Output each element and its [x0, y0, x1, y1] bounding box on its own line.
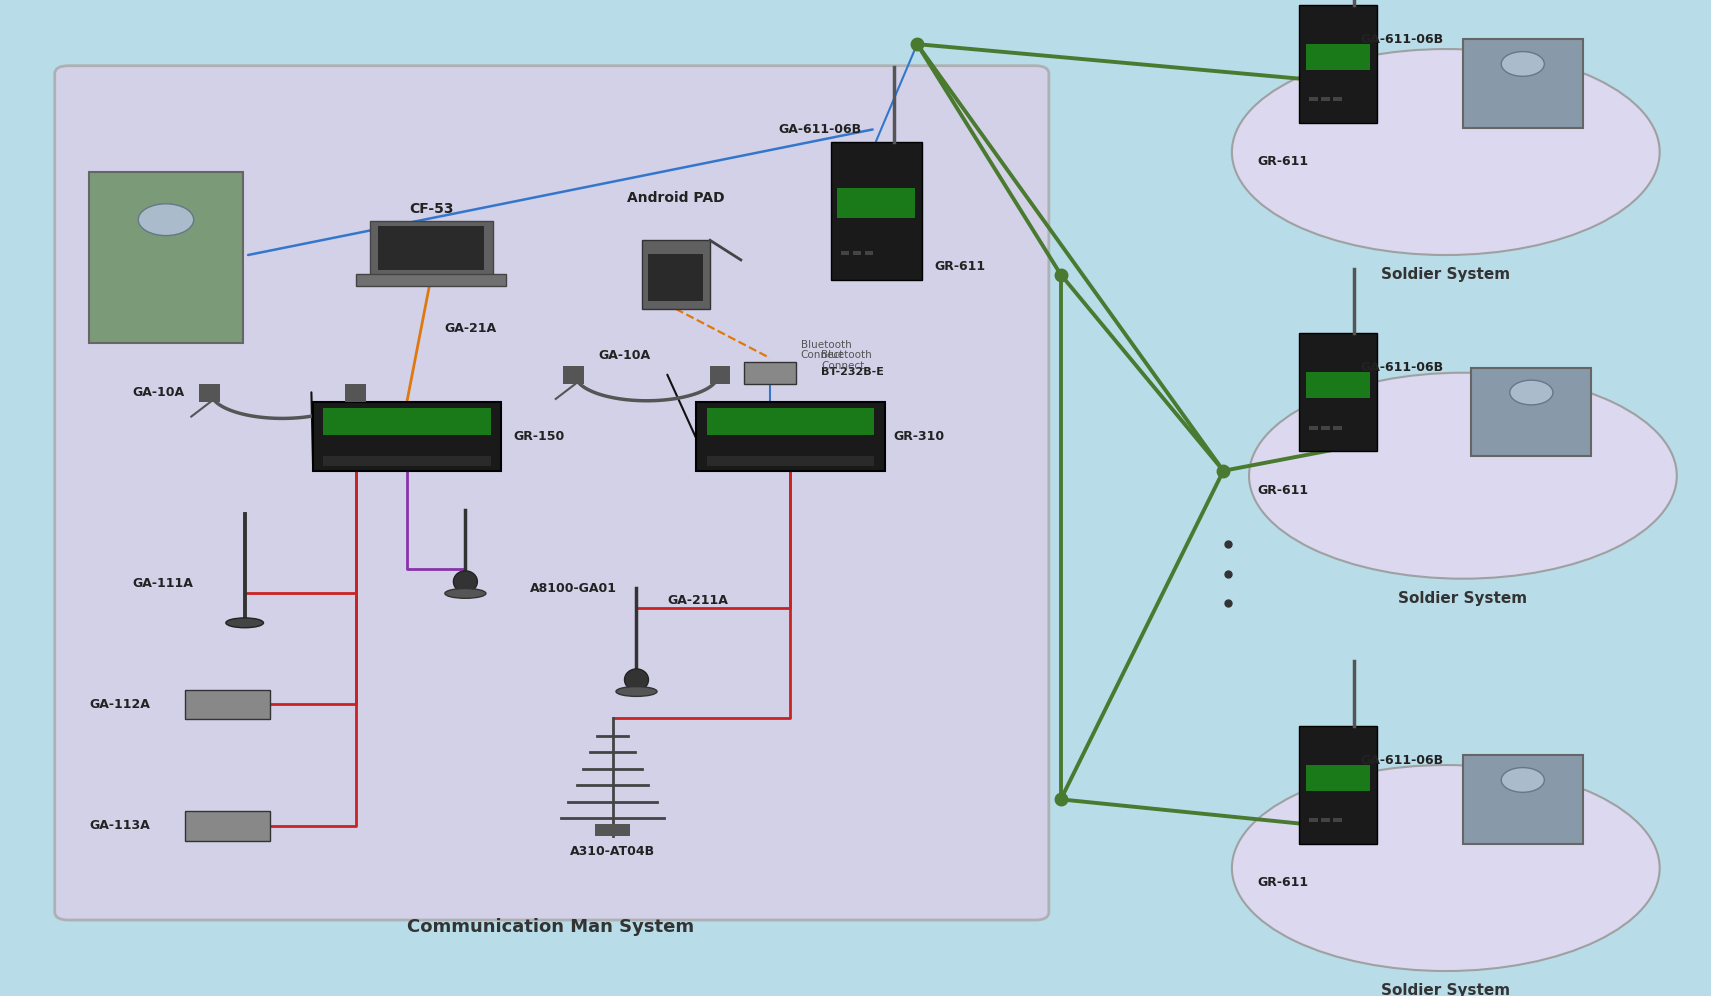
Bar: [707, 408, 874, 434]
Text: GR-310: GR-310: [893, 430, 944, 443]
Bar: [323, 456, 491, 466]
Ellipse shape: [1249, 373, 1677, 579]
Text: GA-21A: GA-21A: [445, 322, 496, 335]
Bar: [710, 367, 731, 384]
Bar: [313, 402, 501, 471]
Text: GA-10A: GA-10A: [133, 385, 185, 398]
Bar: [1305, 765, 1371, 791]
Text: GA-112A: GA-112A: [89, 698, 151, 711]
Ellipse shape: [625, 669, 648, 690]
Bar: [1305, 44, 1371, 70]
Ellipse shape: [226, 618, 263, 627]
Bar: [1333, 98, 1341, 102]
Text: Bluetooth: Bluetooth: [821, 350, 873, 361]
Text: GR-611: GR-611: [1258, 876, 1309, 889]
Bar: [370, 221, 493, 275]
Bar: [185, 811, 270, 841]
Text: BT-232B-E: BT-232B-E: [821, 367, 885, 376]
Text: GR-611: GR-611: [1258, 484, 1309, 497]
Bar: [852, 251, 861, 255]
Text: Communication Man System: Communication Man System: [407, 918, 695, 936]
Text: A310-AT04B: A310-AT04B: [570, 846, 655, 859]
Ellipse shape: [616, 686, 657, 696]
Ellipse shape: [445, 589, 486, 599]
Bar: [1309, 426, 1317, 430]
Bar: [1299, 726, 1377, 844]
Text: GA-611-06B: GA-611-06B: [1360, 754, 1444, 767]
Text: CF-53: CF-53: [409, 202, 453, 216]
Ellipse shape: [1232, 49, 1660, 255]
Bar: [378, 225, 484, 270]
Bar: [185, 689, 270, 719]
Circle shape: [1501, 52, 1545, 77]
Bar: [323, 408, 491, 434]
FancyBboxPatch shape: [55, 66, 1049, 920]
Bar: [837, 187, 915, 218]
Text: Soldier System: Soldier System: [1381, 983, 1511, 996]
Bar: [707, 456, 874, 466]
Text: GR-611: GR-611: [934, 260, 986, 273]
Circle shape: [1501, 768, 1545, 792]
Text: Soldier System: Soldier System: [1398, 591, 1528, 606]
Text: GA-611-06B: GA-611-06B: [1360, 362, 1444, 374]
Text: Android PAD: Android PAD: [626, 191, 725, 205]
Bar: [356, 274, 506, 287]
Text: A8100-GA01: A8100-GA01: [530, 582, 618, 595]
Bar: [1321, 426, 1329, 430]
Bar: [744, 362, 796, 383]
Text: GA-113A: GA-113A: [89, 820, 151, 833]
Bar: [1309, 819, 1317, 823]
Bar: [595, 824, 630, 836]
Bar: [1463, 755, 1583, 844]
Text: GA-211A: GA-211A: [667, 594, 729, 607]
Bar: [1299, 334, 1377, 451]
Bar: [1299, 5, 1377, 123]
Bar: [1463, 39, 1583, 127]
Text: Bluetooth: Bluetooth: [801, 341, 852, 351]
Bar: [642, 240, 710, 309]
Bar: [1305, 373, 1371, 398]
Bar: [89, 171, 243, 344]
Text: Connect: Connect: [821, 361, 864, 371]
Bar: [1333, 426, 1341, 430]
Bar: [696, 402, 885, 471]
Text: GA-611-06B: GA-611-06B: [779, 123, 862, 136]
Ellipse shape: [453, 571, 477, 593]
Bar: [1309, 98, 1317, 102]
Text: GA-111A: GA-111A: [132, 577, 193, 590]
Bar: [198, 384, 219, 401]
Circle shape: [1509, 380, 1554, 405]
Bar: [830, 142, 922, 280]
Text: GR-611: GR-611: [1258, 155, 1309, 168]
Circle shape: [139, 204, 193, 236]
Bar: [1471, 368, 1591, 456]
Bar: [1321, 819, 1329, 823]
Bar: [864, 251, 873, 255]
Text: GA-10A: GA-10A: [599, 349, 650, 362]
Bar: [648, 254, 703, 301]
Text: GA-611-06B: GA-611-06B: [1360, 33, 1444, 46]
Bar: [840, 251, 849, 255]
Text: GR-150: GR-150: [513, 430, 565, 443]
Text: Soldier System: Soldier System: [1381, 267, 1511, 282]
Bar: [563, 367, 583, 384]
Bar: [1321, 98, 1329, 102]
Bar: [1333, 819, 1341, 823]
Text: Connect: Connect: [801, 350, 844, 361]
Bar: [346, 384, 366, 401]
Ellipse shape: [1232, 765, 1660, 971]
